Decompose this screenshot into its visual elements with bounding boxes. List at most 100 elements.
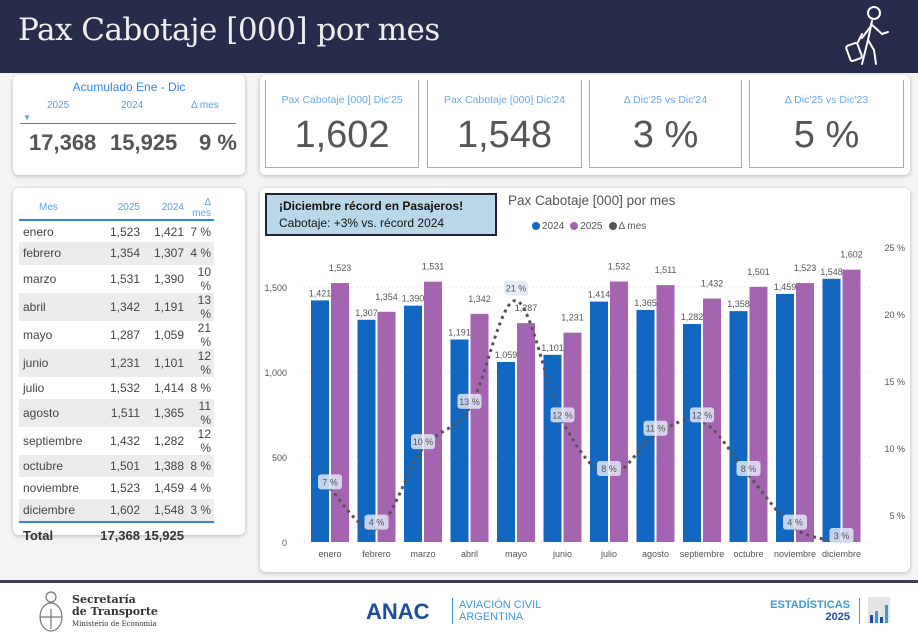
stats-line2: 2025 (825, 611, 850, 623)
ministry-line2: de Transporte (72, 605, 158, 618)
data-label-2025: 1,231 (561, 313, 584, 323)
delta-label: 3 % (834, 531, 850, 541)
bar-2024 (404, 305, 422, 542)
table-cell: 1,282 (153, 433, 184, 448)
table-cell: diciembre (19, 499, 99, 522)
table-cell: 1,231 (99, 348, 143, 377)
table-cell: 12 % (187, 348, 214, 377)
bar-2025 (796, 283, 814, 542)
table-row[interactable]: septiembre 1,432 1,282 12 % (19, 427, 214, 455)
x-tick-label: abril (461, 549, 478, 559)
delta-label-bg (643, 420, 668, 436)
table-cell: 21 % (197, 320, 211, 349)
delta-label-bg (364, 514, 389, 530)
table-cell: 8 % (187, 454, 214, 478)
data-label-2024: 1,421 (309, 288, 332, 298)
acc-delta-value: 9 % (199, 130, 237, 155)
table-row[interactable]: octubre 1,501 1,388 8 % (19, 454, 214, 478)
bar-2024 (450, 339, 469, 542)
bar-2025 (610, 281, 628, 542)
traveler-with-luggage-icon (845, 6, 889, 65)
legend-delta[interactable]: Δ mes (608, 221, 646, 232)
data-label-2025: 1,532 (608, 262, 631, 272)
kpi-delta-24: Δ Dic'25 vs Dic'24 3 % (589, 80, 742, 168)
table-cell: 1,531 (109, 271, 140, 286)
table-row[interactable]: junio 1,231 1,101 12 % (19, 348, 214, 377)
anac-line1: AVIACIÓN CIVIL (459, 599, 542, 611)
table-row[interactable]: julio 1,532 1,414 8 % (19, 377, 214, 399)
table-cell: 1,459 (153, 481, 184, 496)
y-left-tick-label: 1,500 (264, 283, 287, 293)
table-row[interactable]: noviembre 1,523 1,459 4 % (19, 477, 214, 499)
delta-label: 12 % (552, 410, 573, 420)
sort-desc-icon[interactable]: ▼ (23, 113, 31, 122)
data-label-2025: 1,354 (375, 292, 398, 302)
stats-bars-icon (868, 597, 890, 623)
col-2025-header[interactable]: 2025 (47, 100, 70, 111)
bar-2025 (517, 323, 535, 542)
chart-legend: 2024 2025 Δ mes (532, 221, 646, 232)
y-left-tick-label: 1,000 (264, 368, 287, 378)
table-cell: 12 % (197, 426, 211, 455)
table-row[interactable]: febrero 1,354 1,307 4 % (19, 242, 214, 265)
delta-label-bg (690, 407, 714, 423)
anac-line2: ARGENTINA (459, 611, 524, 623)
delta-label-bg (457, 393, 482, 409)
table-cell: 10 % (197, 264, 211, 293)
col-delta-header[interactable]: Δ mes (191, 100, 219, 111)
anac-logo: ANAC (366, 599, 430, 624)
monthly-table-card: Mes 2025 2024 Δ mes enero 1,523 1,421 7 % fe… (13, 188, 245, 548)
table-row[interactable]: mayo 1,287 1,059 21 % (19, 321, 214, 349)
header-2025[interactable]: 2025 (99, 196, 143, 221)
delta-label-bg (597, 460, 621, 476)
bar-2024 (729, 311, 748, 542)
total-cell: Total (19, 520, 99, 548)
table-row[interactable]: abril 1,342 1,191 13 % (19, 292, 214, 321)
x-tick-label: agosto (642, 549, 669, 559)
data-label-2024: 1,390 (402, 294, 425, 304)
data-label-2024: 1,191 (448, 327, 471, 337)
bar-2025 (842, 269, 861, 542)
record-callout: ¡Diciembre récord en Pasajeros! Cabotaje… (265, 193, 497, 236)
coat-of-arms-icon (39, 591, 63, 632)
data-label-2025: 1,523 (329, 263, 352, 273)
data-label-2024: 1,059 (495, 350, 518, 360)
x-tick-label: junio (552, 549, 572, 559)
header-2024[interactable]: 2024 (143, 196, 187, 221)
table-cell: abril (19, 292, 99, 321)
table-cell: octubre (19, 454, 99, 478)
delta-label: 11 % (646, 424, 666, 434)
bar-2025 (331, 283, 349, 542)
data-label-2024: 1,101 (541, 343, 564, 353)
table-row[interactable]: agosto 1,511 1,365 11 % (19, 398, 214, 427)
col-2024-header[interactable]: 2024 (121, 100, 144, 111)
x-tick-label: mayo (505, 549, 527, 559)
table-cell: marzo (23, 271, 57, 286)
delta-label: 8 % (741, 464, 757, 474)
table-row[interactable]: enero 1,523 1,421 7 % (19, 220, 214, 242)
table-cell: 1,511 (99, 398, 143, 427)
kpi-dic24: Pax Cabotaje [000] Dic'24 1,548 (427, 80, 582, 168)
delta-label-bg (411, 434, 435, 450)
header-delta[interactable]: Δ mes (187, 196, 214, 221)
data-label-2025: 1,523 (794, 263, 817, 273)
data-label-2024: 1,365 (634, 298, 657, 308)
table-cell: 8 % (190, 380, 211, 395)
table-row[interactable]: diciembre 1,602 1,548 3 % (19, 499, 214, 522)
table-cell: febrero (19, 242, 99, 265)
header: Pax Cabotaje [000] por mes (0, 0, 918, 73)
delta-label-bg (550, 407, 575, 423)
header-mes[interactable]: Mes (19, 196, 99, 221)
legend-2024[interactable]: 2024 (532, 221, 564, 232)
acc-2025-value: 17,368 (29, 130, 97, 155)
stats-line1: ESTADÍSTICAS (770, 599, 850, 611)
table-cell: noviembre (23, 481, 80, 496)
table-cell: 1,342 (99, 292, 143, 321)
kpi-value: 5 % (793, 114, 860, 156)
y-right-tick-label: 15 % (884, 377, 905, 387)
monthly-table: Mes 2025 2024 Δ mes enero 1,523 1,421 7 % fe… (19, 196, 214, 548)
table-cell: 1,602 (99, 499, 143, 522)
table-cell: 1,307 (143, 242, 187, 265)
legend-2025[interactable]: 2025 (570, 221, 603, 232)
table-row[interactable]: marzo 1,531 1,390 10 % (19, 265, 214, 293)
